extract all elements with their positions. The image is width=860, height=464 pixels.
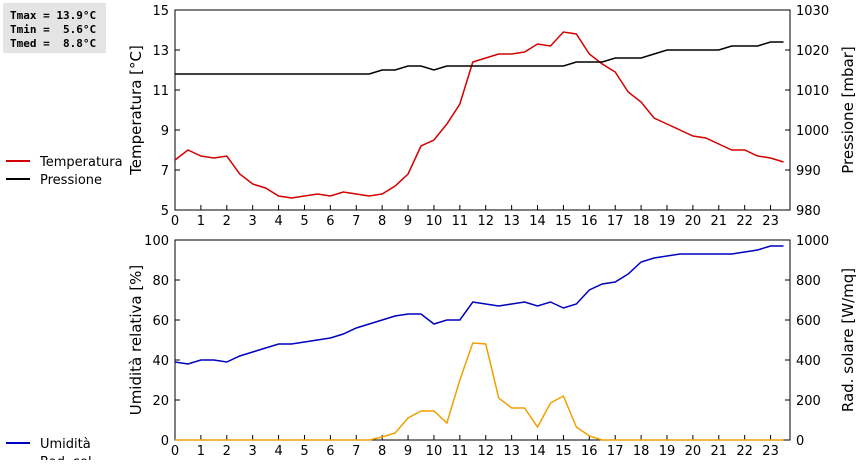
y-tick-label: 80	[152, 274, 169, 289]
plot-frame	[174, 239, 791, 441]
y2-tick-label: 1000	[796, 124, 829, 139]
x-tick-label: 3	[249, 214, 257, 229]
x-tick-label: 13	[503, 214, 520, 229]
y-tick-label: 13	[152, 44, 169, 59]
x-tick-label: 11	[452, 444, 469, 459]
x-tick-label: 23	[762, 444, 779, 459]
legend-label: Umidità	[40, 437, 91, 452]
series-line	[174, 245, 784, 365]
legend-label: Pressione	[40, 173, 102, 188]
x-tick-label: 15	[555, 214, 572, 229]
x-tick-label: 6	[326, 214, 334, 229]
x-tick-label: 4	[274, 214, 282, 229]
x-tick-label: 14	[529, 214, 546, 229]
stat-line: Tmin = 5.6°C	[10, 23, 96, 36]
x-tick-label: 18	[633, 444, 650, 459]
x-tick-label: 9	[404, 214, 412, 229]
x-tick-label: 9	[404, 444, 412, 459]
x-tick-label: 12	[477, 214, 494, 229]
x-tick-label: 1	[197, 444, 205, 459]
y2-tick-label: 400	[796, 354, 821, 369]
x-tick-label: 21	[711, 214, 728, 229]
x-tick-label: 5	[300, 444, 308, 459]
x-tick-label: 22	[736, 444, 753, 459]
x-tick-label: 0	[171, 444, 179, 459]
y-tick-label: 7	[161, 164, 169, 179]
y2-tick-label: 1000	[796, 234, 829, 249]
y2-tick-label: 200	[796, 394, 821, 409]
x-tick-label: 3	[249, 444, 257, 459]
y2-tick-label: 1030	[796, 4, 829, 19]
y-tick-label: 11	[152, 84, 169, 99]
y-tick-label: 100	[144, 234, 169, 249]
x-tick-label: 19	[659, 444, 676, 459]
x-tick-label: 11	[452, 214, 469, 229]
stats-background	[3, 3, 106, 53]
x-tick-label: 18	[633, 214, 650, 229]
y2-tick-label: 1020	[796, 44, 829, 59]
x-tick-label: 17	[607, 444, 624, 459]
x-tick-label: 8	[378, 444, 386, 459]
x-tick-label: 6	[326, 444, 334, 459]
y2-tick-label: 800	[796, 274, 821, 289]
y2-tick-label: 1010	[796, 84, 829, 99]
legend-label: Rad. sol.	[40, 455, 96, 460]
y-tick-label: 60	[152, 314, 169, 329]
x-tick-label: 2	[223, 214, 231, 229]
x-tick-label: 7	[352, 444, 360, 459]
x-tick-label: 16	[581, 444, 598, 459]
plot-frame	[174, 9, 791, 211]
stat-line: Tmed = 8.8°C	[10, 37, 96, 50]
y2-tick-label: 990	[796, 164, 821, 179]
x-tick-label: 19	[659, 214, 676, 229]
x-tick-label: 22	[736, 214, 753, 229]
series-line	[174, 31, 784, 199]
x-tick-label: 17	[607, 214, 624, 229]
y-tick-label: 0	[161, 434, 169, 449]
stat-line: Tmax = 13.9°C	[10, 9, 96, 22]
y2-tick-label: 600	[796, 314, 821, 329]
y-tick-label: 9	[161, 124, 169, 139]
series-line	[175, 342, 784, 441]
x-tick-label: 1	[197, 214, 205, 229]
x-tick-label: 23	[762, 214, 779, 229]
x-tick-label: 8	[378, 214, 386, 229]
x-tick-label: 20	[685, 214, 702, 229]
x-tick-label: 15	[555, 444, 572, 459]
x-tick-label: 16	[581, 214, 598, 229]
y-tick-label: 5	[161, 204, 169, 219]
x-tick-label: 12	[477, 444, 494, 459]
y-tick-label: 15	[152, 4, 169, 19]
series-line	[175, 41, 784, 75]
x-tick-label: 10	[426, 214, 443, 229]
y2-tick-label: 980	[796, 204, 821, 219]
x-tick-label: 20	[685, 444, 702, 459]
y2-tick-label: 0	[796, 434, 804, 449]
y2-axis-label: Pressione [mbar]	[839, 46, 857, 174]
y-axis-label: Umidità relativa [%]	[127, 265, 145, 416]
x-tick-label: 13	[503, 444, 520, 459]
x-tick-label: 4	[274, 444, 282, 459]
legend-label: Temperatura	[39, 155, 123, 170]
x-tick-label: 0	[171, 214, 179, 229]
x-tick-label: 10	[426, 444, 443, 459]
y2-axis-label: Rad. solare [W/mq]	[839, 268, 857, 412]
x-tick-label: 5	[300, 214, 308, 229]
y-tick-label: 40	[152, 354, 169, 369]
y-tick-label: 20	[152, 394, 169, 409]
x-tick-label: 2	[223, 444, 231, 459]
x-tick-label: 21	[711, 444, 728, 459]
y-axis-label: Temperatura [°C]	[127, 45, 145, 176]
x-tick-label: 14	[529, 444, 546, 459]
x-tick-label: 7	[352, 214, 360, 229]
